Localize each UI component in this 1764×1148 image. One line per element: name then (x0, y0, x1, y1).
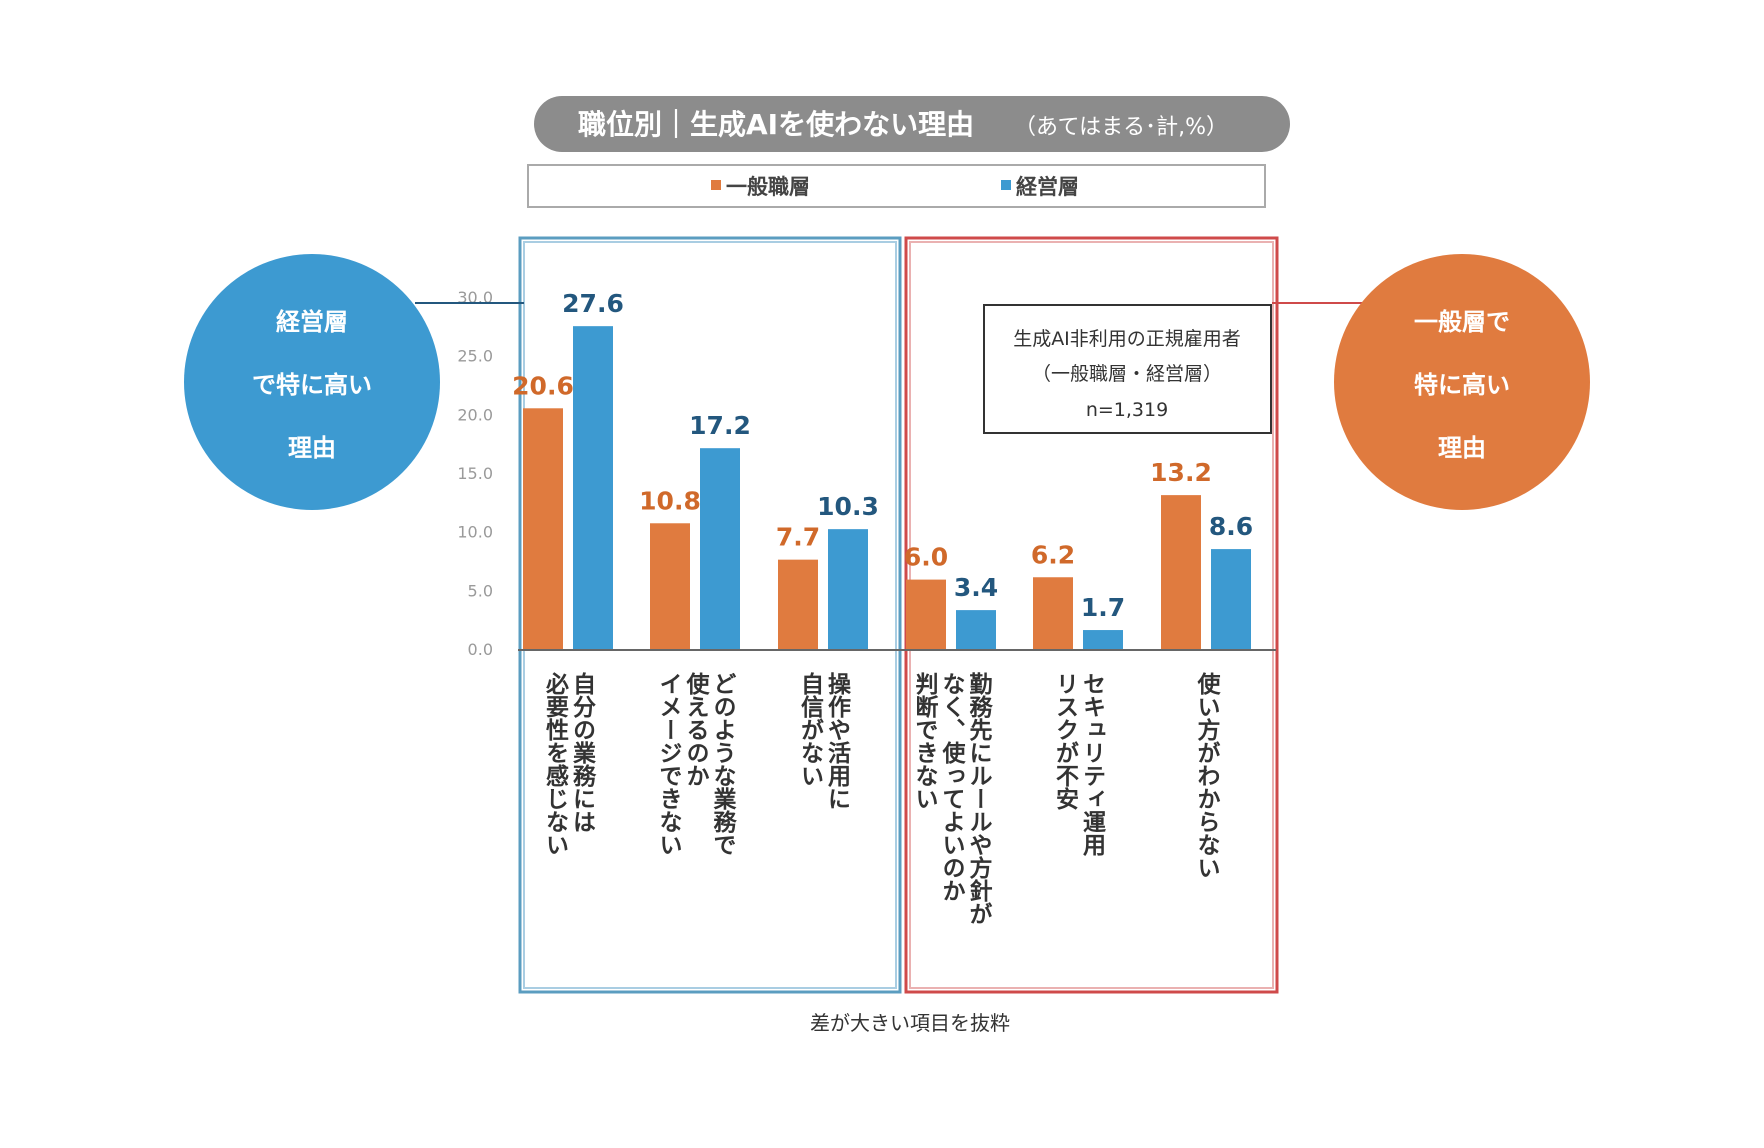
category-label-line: イメージできない (655, 672, 682, 856)
y-tick-label: 10.0 (457, 523, 493, 542)
legend-label-general: 一般職層 (726, 175, 810, 199)
bar-executive (1083, 630, 1123, 650)
category-label-line: 判断できない (911, 672, 939, 810)
bar-executive (828, 529, 868, 650)
bar-general (1161, 495, 1201, 650)
title-pill (534, 96, 1290, 152)
sample-note-line1: 生成AI非利用の正規雇用者 (1013, 328, 1241, 350)
category-label-line: 自分の業務には (569, 671, 598, 833)
y-tick-label: 30.0 (457, 288, 493, 307)
category-label-line: 使い方がわからない (1193, 672, 1222, 879)
chart-subtitle: （あてはまる･計,%） (1014, 115, 1228, 140)
value-label-general: 7.7 (776, 523, 820, 552)
executive-circle-line3: 理由 (288, 434, 336, 462)
y-axis: 30.0 25.0 20.0 15.0 10.0 5.0 0.0 (457, 288, 493, 659)
general-circle-line3: 理由 (1438, 434, 1486, 462)
sample-note-box (983, 304, 1272, 434)
y-tick-label: 20.0 (457, 405, 493, 424)
general-circle-line2: 特に高い (1414, 371, 1510, 399)
value-label-general: 20.6 (512, 371, 574, 400)
category-label-line: 必要性を感じない (542, 671, 570, 856)
bar-general (906, 579, 946, 650)
executive-circle-line1: 経営層 (276, 308, 348, 336)
general-circle-line1: 一般層で (1414, 308, 1510, 336)
y-tick-label: 15.0 (457, 464, 493, 483)
bar-executive (573, 326, 613, 650)
bar-general (778, 559, 818, 650)
sample-note-line3: n=1,319 (1086, 399, 1168, 421)
value-label-general: 6.0 (904, 543, 948, 572)
general-circle (1334, 254, 1590, 510)
category-label-line: セキュリティ運用 (1079, 672, 1107, 857)
sample-note-line2: （一般職層・経営層） (1032, 363, 1222, 385)
y-tick-label: 0.0 (468, 640, 493, 659)
bar-general (650, 523, 690, 650)
value-label-general: 10.8 (639, 486, 701, 515)
value-label-executive: 1.7 (1081, 593, 1125, 622)
legend-label-executive: 経営層 (1016, 175, 1079, 199)
value-label-executive: 17.2 (689, 411, 751, 440)
value-label-general: 6.2 (1031, 540, 1075, 569)
category-label-line: リスクが不安 (1052, 672, 1080, 810)
category-label-line: 使えるのか (682, 672, 711, 787)
bars: 20.6 10.8 7.7 6.0 6.2 13.2 27.6 17.2 10.3 3.4 1.7 8… (512, 289, 1253, 650)
value-label-executive: 3.4 (954, 573, 998, 602)
legend-swatch-executive (1001, 180, 1011, 190)
bar-executive (700, 448, 740, 650)
value-label-executive: 27.6 (562, 289, 624, 318)
bar-general (1033, 577, 1073, 650)
category-label-line: 操作や活用に (824, 672, 852, 810)
chart-title: 職位別｜生成AIを使わない理由 (578, 108, 974, 141)
executive-circle (184, 254, 440, 510)
footnote: 差が大きい項目を抜粋 (810, 1011, 1010, 1035)
value-label-general: 13.2 (1150, 458, 1212, 487)
legend-box (527, 164, 1266, 208)
category-label-line: 勤務先にルールや方針が (965, 672, 993, 925)
value-label-executive: 10.3 (817, 492, 879, 521)
y-tick-label: 25.0 (457, 347, 493, 366)
bar-executive (1211, 549, 1251, 650)
value-label-executive: 8.6 (1209, 512, 1253, 541)
y-tick-label: 5.0 (468, 581, 493, 600)
bar-general (523, 408, 563, 650)
executive-circle-line2: で特に高い (252, 371, 372, 399)
category-label-line: 自信がない (797, 671, 825, 787)
bar-executive (956, 610, 996, 650)
executive-highlight-box (518, 236, 902, 994)
category-label-line: どのような業務で (709, 672, 738, 856)
legend-swatch-general (711, 180, 721, 190)
category-label-line: なく、使ってよいのか (938, 672, 967, 902)
